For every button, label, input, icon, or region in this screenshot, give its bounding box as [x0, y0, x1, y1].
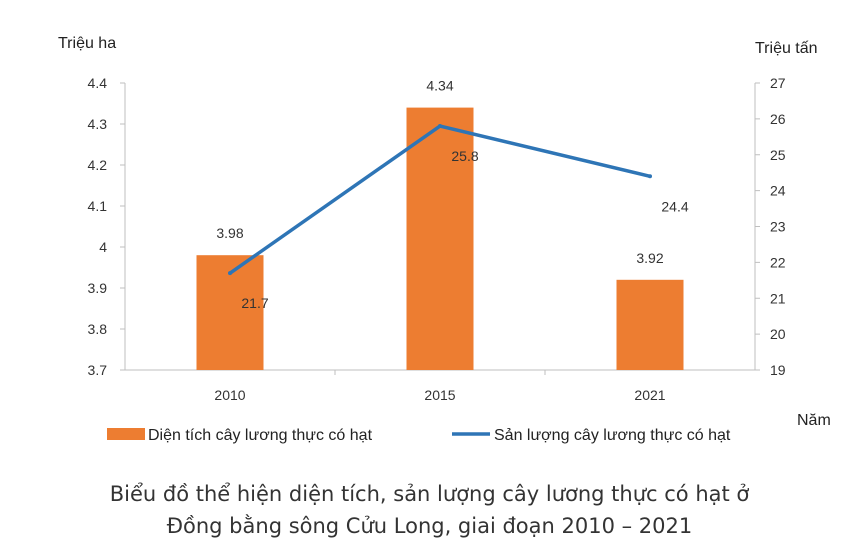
- right-tick-label: 23: [770, 219, 786, 235]
- bar-data-label: 4.34: [426, 78, 453, 94]
- left-tick-label: 4: [99, 239, 107, 255]
- line-data-label: 21.7: [241, 295, 268, 311]
- x-tick-label: 2021: [634, 387, 665, 403]
- right-tick-label: 20: [770, 326, 786, 342]
- legend-label-bar: Diện tích cây lương thực có hạt: [148, 427, 373, 444]
- left-tick-label: 4.1: [88, 198, 108, 214]
- x-axis-title: Năm: [797, 412, 831, 429]
- right-axis-title: Triệu tấn: [755, 40, 818, 57]
- legend-swatch-bar: [107, 428, 145, 440]
- right-tick-label: 19: [770, 362, 786, 378]
- right-tick-label: 22: [770, 254, 786, 270]
- line-data-label: 25.8: [451, 148, 478, 164]
- left-axis-title: Triệu ha: [58, 35, 116, 52]
- chart-title-line-1: Biểu đồ thể hiện diện tích, sản lượng câ…: [109, 482, 750, 506]
- right-tick-label: 21: [770, 290, 786, 306]
- line-point-2010: [228, 271, 232, 276]
- left-tick-label: 4.2: [88, 157, 108, 173]
- left-tick-label: 3.8: [88, 321, 108, 337]
- left-tick-label: 3.7: [88, 362, 108, 378]
- bar-data-label: 3.92: [636, 250, 663, 266]
- bar-2021: [616, 279, 684, 370]
- chart-title-line-2: Đồng bằng sông Cửu Long, giai đoạn 2010 …: [166, 514, 693, 538]
- bar-2015: [406, 107, 474, 370]
- left-tick-label: 3.9: [88, 280, 108, 296]
- x-tick-label: 2015: [424, 387, 455, 403]
- right-tick-label: 25: [770, 147, 786, 163]
- right-tick-label: 24: [770, 183, 786, 199]
- line-data-label: 24.4: [661, 198, 688, 214]
- right-tick-label: 26: [770, 111, 786, 127]
- x-tick-label: 2010: [214, 387, 245, 403]
- left-tick-label: 4.4: [88, 75, 108, 91]
- left-tick-label: 4.3: [88, 116, 108, 132]
- bar-data-label: 3.98: [216, 225, 243, 241]
- line-point-2015: [438, 124, 442, 129]
- legend-label-line: Sản lượng cây lương thực có hạt: [494, 427, 731, 444]
- right-tick-label: 27: [770, 75, 786, 91]
- line-point-2021: [648, 174, 652, 179]
